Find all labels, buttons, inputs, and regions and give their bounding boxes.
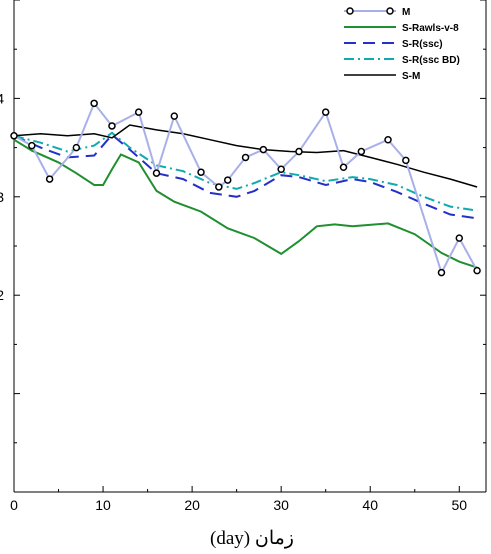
data-point (339, 163, 348, 172)
legend-marker (386, 7, 394, 15)
series-line-s-r-ssc- (13, 133, 478, 220)
data-point (223, 176, 232, 184)
legend-label: S-Rawls-v-8 (402, 23, 459, 34)
series-layer (10, 99, 481, 277)
data-point (295, 147, 303, 156)
data-point (152, 169, 161, 177)
chart-axes: 0 10 20 30 40 50 2 3 4 (0, 0, 487, 513)
data-point (259, 145, 268, 154)
legend-marker (346, 7, 354, 15)
x-tick-label: 10 (95, 497, 111, 513)
data-point (10, 132, 18, 140)
data-point (402, 156, 410, 165)
y-tick-label: 3 (0, 189, 4, 205)
data-point (473, 266, 481, 275)
series-line-s-r-ssc-bd- (13, 131, 478, 212)
series-line-s-rawls-v-8 (13, 138, 478, 269)
legend-label: M (402, 7, 410, 18)
x-tick-label: 0 (10, 497, 18, 513)
data-point (437, 268, 446, 277)
data-point (134, 108, 143, 116)
x-tick-label: 30 (273, 497, 289, 513)
data-point (72, 143, 81, 152)
legend-label: S-R(ssc) (402, 39, 443, 50)
data-point (45, 175, 54, 183)
data-point (357, 147, 366, 156)
data-point (90, 99, 98, 108)
data-point (321, 108, 330, 116)
y-tick-label: 2 (0, 287, 4, 303)
data-point (108, 122, 116, 130)
y-tick-label: 4 (0, 90, 4, 106)
data-point (277, 165, 285, 173)
data-point (170, 112, 179, 120)
data-point (215, 183, 223, 191)
x-tick-label: 40 (362, 497, 378, 513)
chart-legend: M S-Rawls-v-8 S-R(ssc) S-R(ssc BD) S-M (344, 7, 460, 82)
data-point (28, 141, 36, 150)
data-point (455, 234, 464, 242)
data-point (197, 168, 205, 176)
data-point (384, 135, 392, 144)
legend-label: S-R(ssc BD) (402, 55, 460, 66)
x-tick-label: 50 (451, 497, 467, 513)
x-tick-label: 20 (184, 497, 200, 513)
series-line-m (13, 101, 478, 276)
legend-label: S-M (402, 71, 420, 82)
series-line-s-m (13, 124, 478, 188)
x-axis-label: (day) زمان (210, 528, 294, 549)
data-point (241, 153, 250, 162)
